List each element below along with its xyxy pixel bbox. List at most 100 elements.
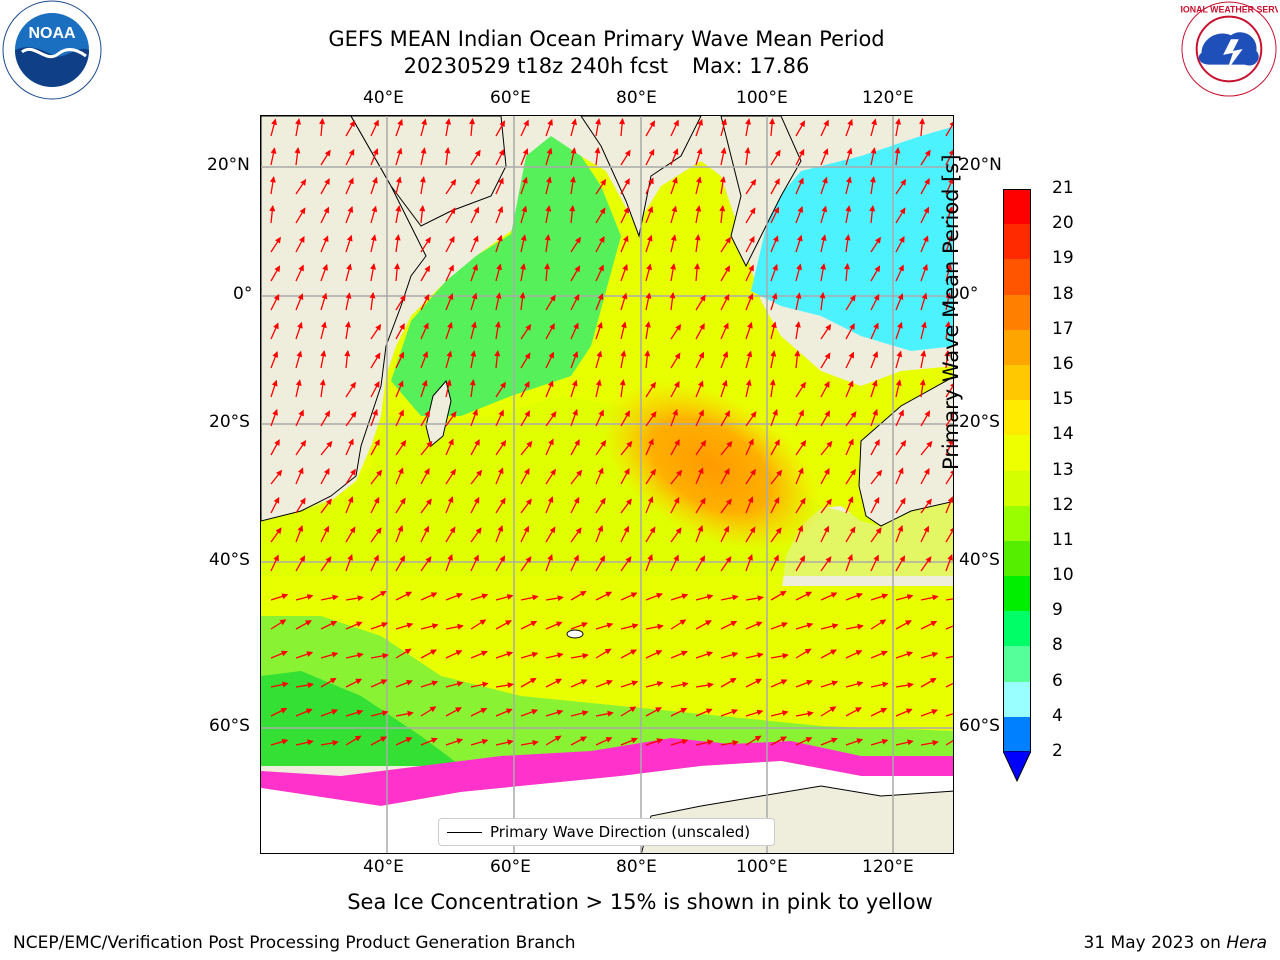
colorbar-segment	[1003, 400, 1031, 436]
wave-arrow-head	[499, 120, 506, 128]
top-lon-label: 120°E	[862, 88, 914, 108]
top-lon-label: 60°E	[490, 88, 531, 108]
wave-arrow-head	[925, 498, 932, 506]
wave-arrow-head	[506, 651, 514, 657]
wave-arrow-head	[772, 408, 778, 416]
wave-arrow-head	[521, 205, 528, 213]
wave-arrow-head	[822, 148, 829, 155]
wave-arrow-head	[794, 349, 801, 357]
wave-arrow-head	[747, 553, 753, 561]
wave-arrow-head	[747, 321, 753, 329]
colorbar-tick-label: 15	[1052, 389, 1074, 410]
wave-arrow-head	[523, 468, 530, 475]
wave-arrow-head	[571, 118, 577, 126]
wave-arrow-head	[397, 380, 404, 388]
wave-arrow-head	[419, 176, 426, 183]
wave-arrow-head	[573, 496, 580, 504]
wave-arrow-head	[546, 147, 553, 155]
wave-arrow-head	[372, 176, 378, 184]
wave-arrow-head	[381, 710, 389, 716]
top-lon-label: 40°E	[363, 88, 404, 108]
legend-line-icon	[447, 832, 482, 833]
wave-arrow-head	[696, 147, 703, 155]
wave-arrow-head	[496, 263, 502, 271]
sea-ice-edge	[261, 738, 953, 806]
wave-arrow-head	[350, 411, 357, 418]
wave-arrow-head	[331, 709, 339, 715]
wave-period-map	[261, 116, 953, 853]
wave-arrow-head	[856, 681, 864, 687]
wave-arrow-head	[600, 439, 607, 447]
wave-arrow-head	[581, 622, 589, 628]
wave-arrow-head	[550, 468, 556, 476]
wave-arrow-head	[749, 207, 756, 215]
wave-arrow-head	[798, 148, 805, 156]
wave-arrow-head	[447, 496, 454, 503]
footer-host: Hera	[1226, 933, 1267, 953]
wave-arrow-head	[675, 323, 682, 331]
wave-arrow-head	[924, 410, 931, 418]
wave-arrow-head	[872, 351, 879, 358]
wave-arrow-head	[631, 623, 639, 629]
wave-arrow-head	[724, 265, 731, 273]
wave-arrow-head	[322, 263, 328, 271]
wave-arrow-head	[424, 410, 431, 418]
wave-arrow-head	[782, 653, 789, 659]
wave-arrow-head	[746, 350, 753, 358]
colorbar-tick-label: 10	[1052, 565, 1074, 586]
wave-arrow-head	[946, 234, 953, 242]
wave-arrow-head	[755, 678, 763, 685]
wave-arrow	[945, 385, 953, 398]
wave-arrow-head	[725, 556, 732, 563]
wave-arrow-head	[595, 118, 601, 125]
wave-arrow-head	[348, 438, 354, 446]
wave-arrow-head	[300, 439, 307, 447]
wave-arrow-head	[321, 321, 327, 329]
wave-arrow-head	[855, 650, 863, 656]
wave-arrow-head	[496, 234, 503, 242]
green-region-arabian	[391, 136, 621, 416]
wave-arrow-head	[350, 381, 356, 389]
wave-arrow-head	[950, 413, 953, 417]
wave-arrow-head	[649, 526, 656, 534]
right-lat-label: 60°S	[959, 716, 1000, 736]
wave-arrow-head	[631, 737, 638, 744]
wave-arrow	[945, 122, 953, 137]
colorbar-segment	[1003, 189, 1031, 225]
wave-arrow-head	[523, 119, 529, 127]
wave-arrow-head	[721, 118, 727, 126]
wave-arrow-head	[771, 292, 778, 300]
footer-branch: NCEP/EMC/Verification Post Processing Pr…	[13, 933, 576, 953]
wave-arrow-head	[705, 620, 712, 626]
wave-arrow-head	[700, 439, 707, 447]
wave-arrow-head	[481, 738, 489, 745]
wave-arrow-head	[573, 554, 579, 562]
wave-arrow-head	[324, 410, 331, 418]
madagascar	[425, 379, 452, 447]
wave-arrow-head	[670, 263, 676, 270]
wave-arrow-head	[679, 619, 687, 626]
wave-arrow-head	[879, 619, 887, 626]
wave-arrow-head	[620, 350, 627, 357]
wave-arrow-head	[697, 380, 704, 388]
wave-arrow-head	[307, 739, 314, 746]
wave-arrow-head	[457, 623, 464, 630]
wave-arrow-head	[546, 176, 552, 184]
wave-arrow-head	[871, 118, 877, 126]
wave-arrow-head	[273, 293, 280, 301]
wave-arrow-head	[731, 709, 739, 715]
wave-arrow-head	[347, 206, 354, 213]
wave-arrow-head	[549, 323, 555, 330]
wave-arrow-head	[647, 496, 654, 503]
wave-arrow-head	[721, 379, 728, 387]
wave-arrow-head	[446, 350, 453, 358]
wave-arrow-head	[332, 740, 339, 746]
wave-arrow-head	[497, 467, 504, 475]
wave-arrow-head	[799, 120, 806, 128]
wave-arrow-head	[355, 621, 363, 628]
wave-arrow-head	[923, 525, 930, 533]
wave-arrow-head	[269, 204, 276, 212]
wave-arrow-head	[344, 321, 351, 328]
wave-arrow-head	[829, 706, 837, 713]
wave-arrow-head	[857, 623, 864, 630]
